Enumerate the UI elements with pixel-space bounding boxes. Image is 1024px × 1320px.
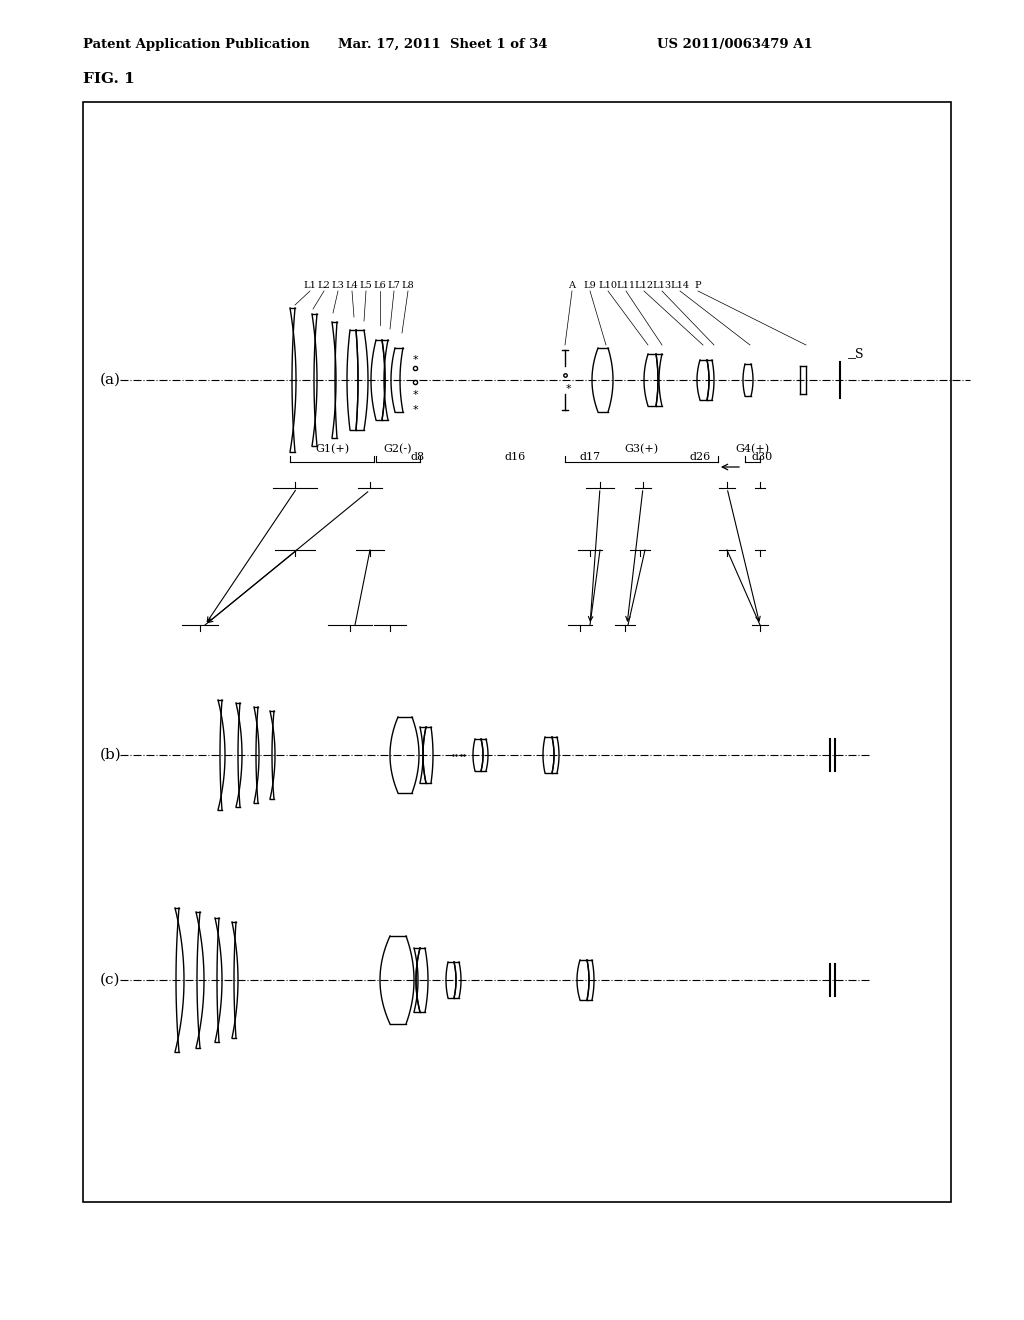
Text: d16: d16: [505, 451, 525, 462]
Text: FIG. 1: FIG. 1: [83, 73, 135, 86]
Text: d17: d17: [580, 451, 600, 462]
Text: (c): (c): [100, 973, 121, 987]
Text: L3: L3: [332, 281, 344, 290]
Text: L14: L14: [671, 281, 689, 290]
Text: L5: L5: [359, 281, 373, 290]
Text: L6: L6: [374, 281, 386, 290]
Text: *: *: [565, 384, 570, 393]
Text: L1: L1: [303, 281, 316, 290]
Text: P: P: [694, 281, 701, 290]
Text: L2: L2: [317, 281, 331, 290]
Text: G1(+): G1(+): [315, 444, 349, 454]
Text: d30: d30: [752, 451, 773, 462]
Text: L12: L12: [635, 281, 653, 290]
Text: L13: L13: [652, 281, 672, 290]
Text: G2(-): G2(-): [384, 444, 413, 454]
Text: *: *: [413, 389, 418, 400]
Text: G3(+): G3(+): [625, 444, 658, 454]
Text: L4: L4: [345, 281, 358, 290]
Text: *: *: [413, 355, 418, 366]
Bar: [83, 102, 951, 1203]
Text: S: S: [855, 348, 863, 362]
Text: Patent Application Publication: Patent Application Publication: [83, 38, 309, 51]
Text: L10: L10: [598, 281, 617, 290]
Text: *: *: [413, 405, 418, 414]
Text: (b): (b): [100, 748, 122, 762]
Text: L9: L9: [584, 281, 596, 290]
Text: (a): (a): [100, 374, 121, 387]
Text: G4(+): G4(+): [735, 444, 770, 454]
Text: d8: d8: [411, 451, 425, 462]
Text: L7: L7: [387, 281, 400, 290]
Text: Mar. 17, 2011  Sheet 1 of 34: Mar. 17, 2011 Sheet 1 of 34: [338, 38, 548, 51]
Text: US 2011/0063479 A1: US 2011/0063479 A1: [657, 38, 813, 51]
Text: L11: L11: [616, 281, 636, 290]
Text: L8: L8: [401, 281, 415, 290]
Text: d26: d26: [689, 451, 711, 462]
Text: A: A: [568, 281, 575, 290]
